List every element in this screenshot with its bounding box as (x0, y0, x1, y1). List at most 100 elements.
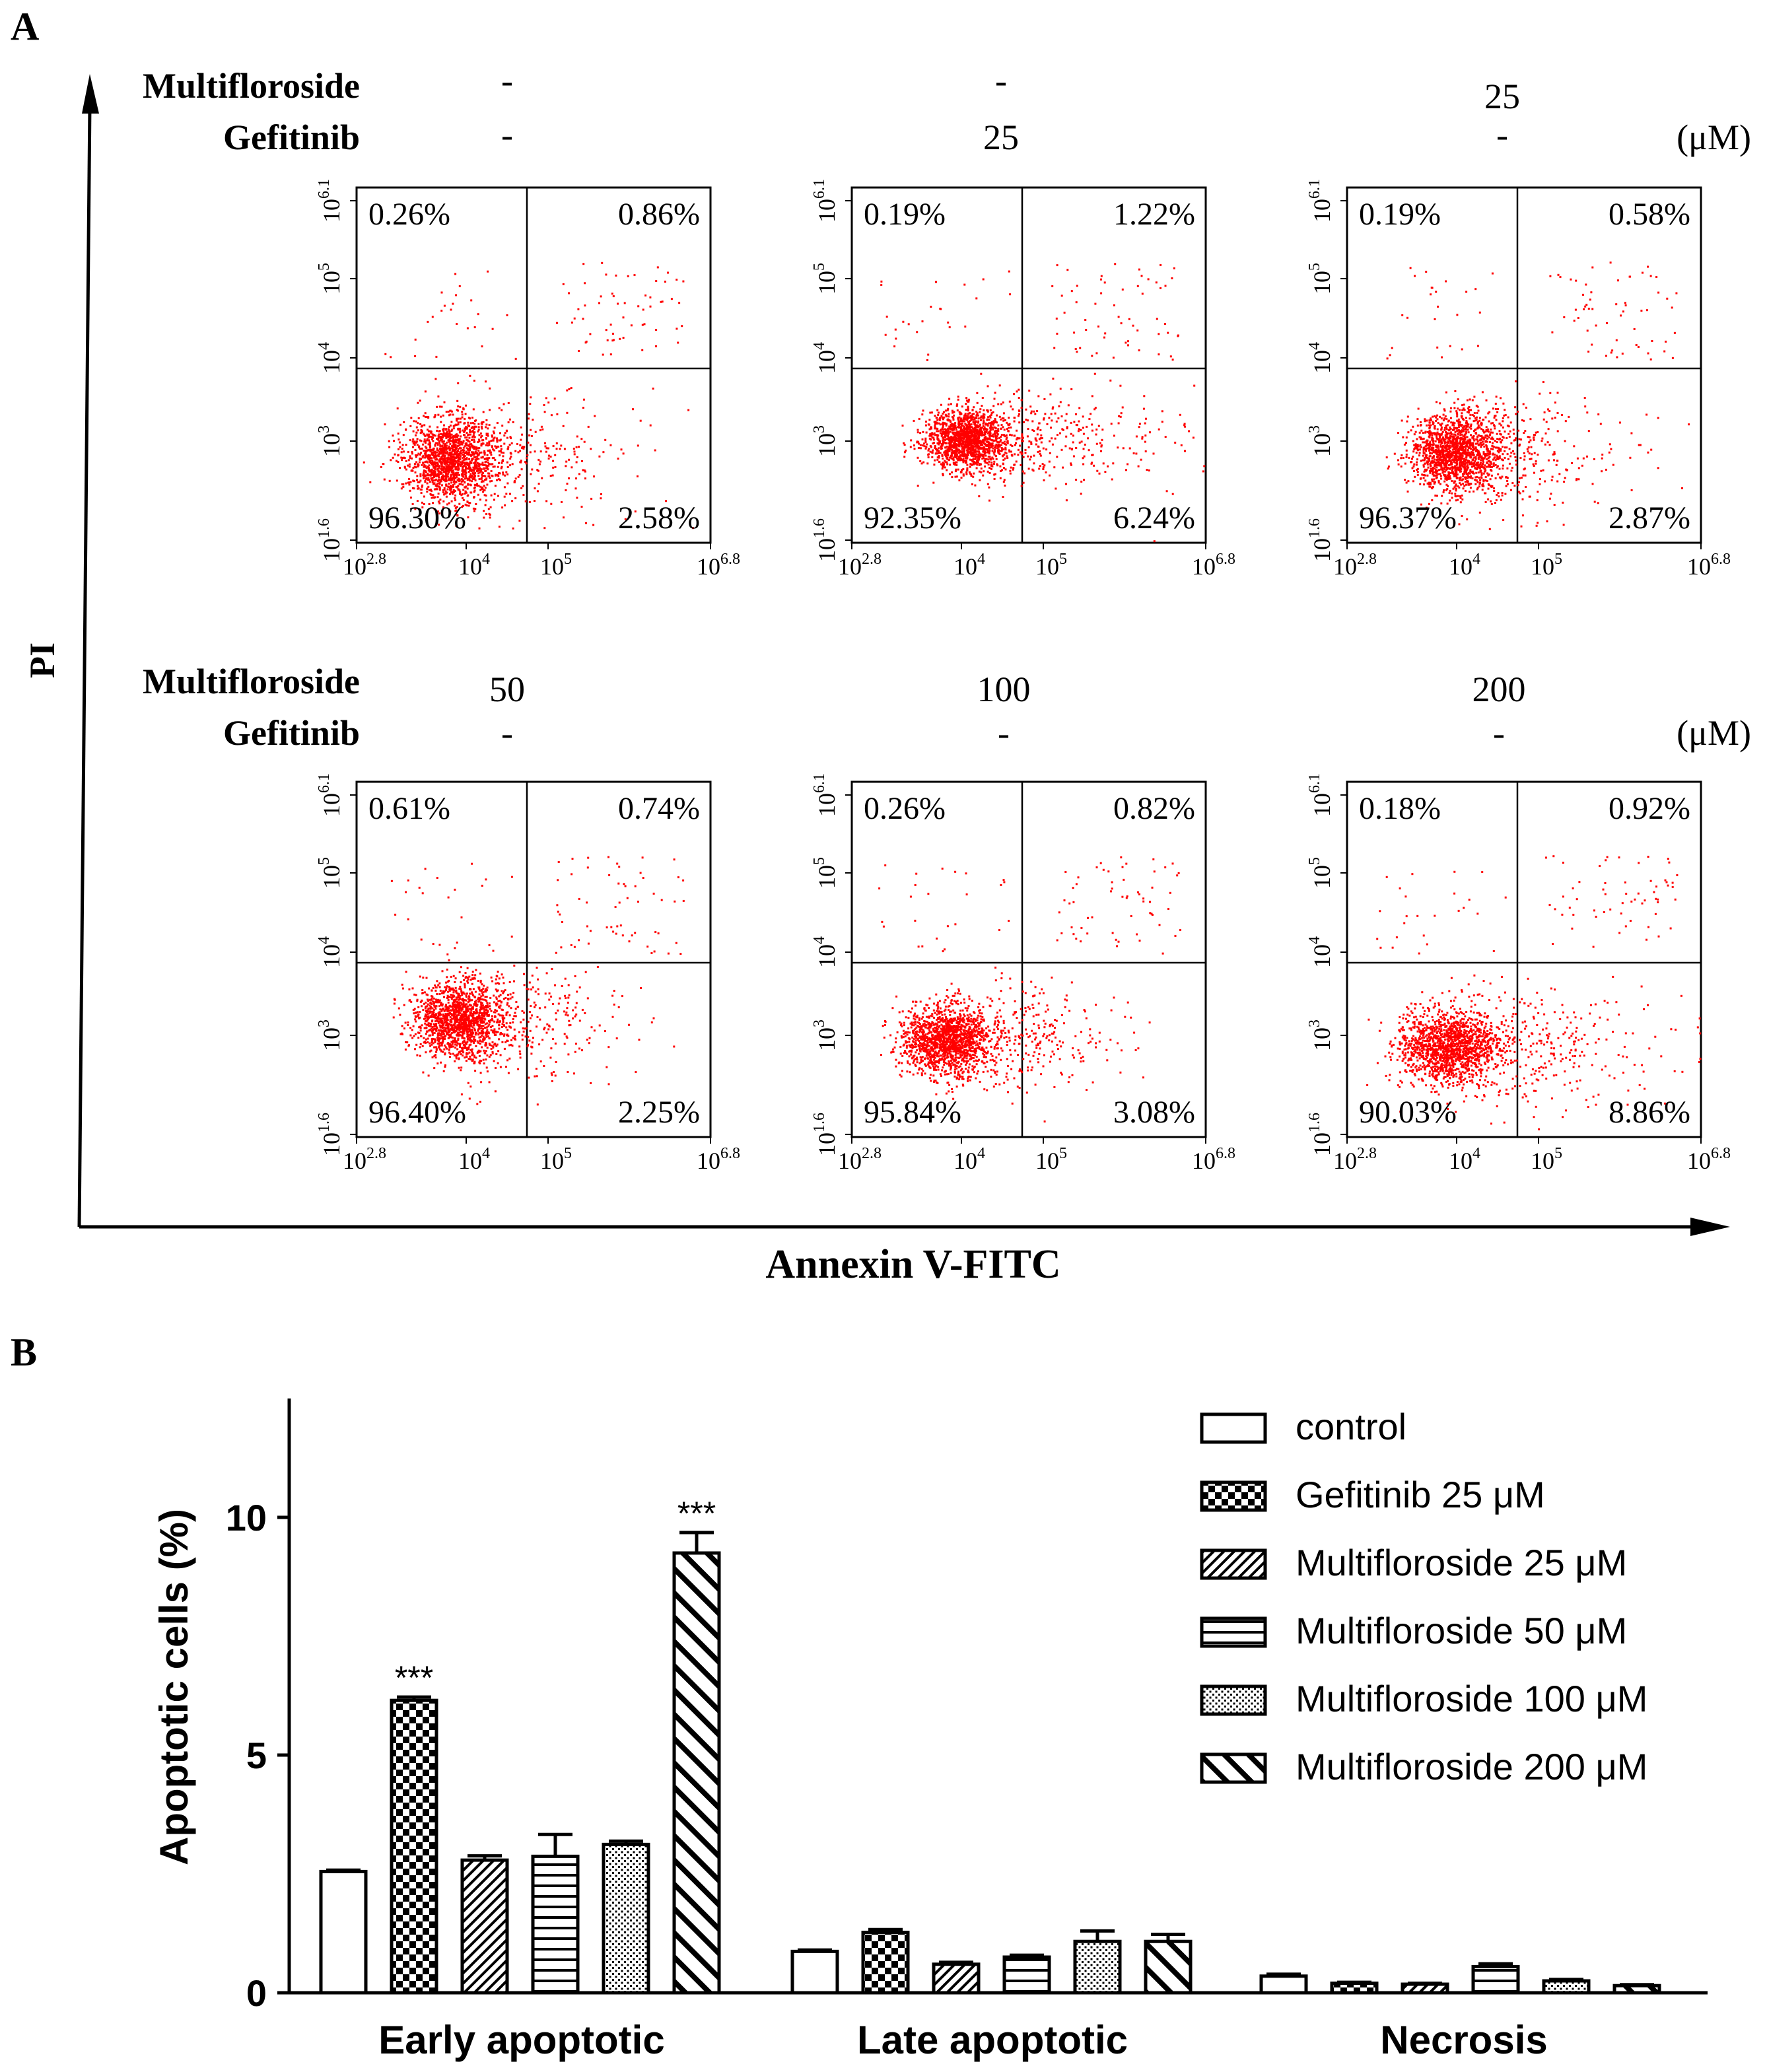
x-tick-label: 105 (1035, 551, 1067, 580)
y-tick-label: 5 (246, 1735, 267, 1776)
quadrant-percent: 0.19% (1359, 197, 1441, 232)
legend-swatch (1200, 1752, 1267, 1784)
bar (531, 1854, 580, 1995)
x-tick-label: 106.8 (697, 1145, 740, 1174)
quadrant-percent: 0.18% (1359, 791, 1441, 826)
y-tick-label: 106.1 (811, 179, 840, 223)
bar (390, 1698, 438, 1995)
quadrant-percent: 96.30% (368, 501, 466, 535)
y-tick-label: 103 (316, 425, 345, 457)
quadrant-percent: 0.58% (1609, 197, 1690, 232)
flow-plot: 0.19% 0.58% 96.37% 2.87% 102.8 104 105 106.8 101… (1306, 179, 1731, 580)
legend-swatch (1200, 1412, 1267, 1444)
bar (1330, 1982, 1379, 1995)
plot2-gefitinib-dose: 25 (983, 118, 1019, 157)
y-tick-label: 106.1 (1306, 773, 1335, 817)
y-tick-label: 104 (811, 936, 840, 968)
quadrant-percent: 8.86% (1609, 1095, 1690, 1130)
bar (672, 1551, 721, 1995)
bar (319, 1869, 368, 1995)
y-tick-label: 106.1 (1306, 179, 1335, 223)
legend-label: Multifloroside 100 μM (1296, 1678, 1647, 1719)
category-label: Early apoptotic (378, 2018, 664, 2062)
bar-legend: control Gefitinib 25 μM Multifloroside 25 … (1200, 1406, 1647, 1787)
quadrant-percent: 2.87% (1609, 501, 1690, 535)
y-tick-label: 103 (811, 425, 840, 457)
x-tick-label: 105 (1531, 551, 1562, 580)
legend-swatch (1200, 1684, 1267, 1716)
y-tick-label: 104 (316, 936, 345, 968)
scatter-cloud (390, 856, 685, 1106)
scatter-cloud (880, 263, 1206, 543)
quadrant-percent: 6.24% (1113, 501, 1195, 535)
plot4-multifloroside-dose: 50 (489, 670, 525, 709)
x-tick-label: 102.8 (1333, 551, 1377, 580)
x-tick-label: 106.8 (1687, 1145, 1731, 1174)
x-tick-label: 106.8 (1192, 1145, 1235, 1174)
significance-label: *** (677, 1495, 716, 1532)
legend-swatch (1200, 1480, 1267, 1512)
x-tick-label: 102.8 (1333, 1145, 1377, 1174)
y-tick-label: 104 (811, 342, 840, 374)
bar (602, 1842, 650, 1995)
legend-swatch (1200, 1616, 1267, 1648)
y-tick-label: 103 (811, 1019, 840, 1051)
plot1-gefitinib-dose: - (501, 115, 513, 155)
x-tick-label: 102.8 (343, 1145, 386, 1174)
plot-frame (1346, 780, 1702, 1138)
quadrant-percent: 0.26% (864, 791, 946, 826)
row1-unit-label: (μM) (1677, 118, 1751, 157)
panel-b-label: B (11, 1330, 37, 1374)
x-tick-label: 106.8 (1192, 551, 1235, 580)
panel-a-label: A (11, 5, 39, 48)
x-tick-label: 105 (540, 1145, 572, 1174)
y-tick-label: 105 (316, 263, 345, 294)
legend-label: Multifloroside 50 μM (1296, 1610, 1627, 1651)
annexin-axis-title: Annexin V-FITC (765, 1242, 1060, 1287)
legend-label: Multifloroside 25 μM (1296, 1542, 1627, 1583)
scatter-cloud (878, 856, 1181, 1122)
y-tick-label: 0 (246, 1972, 267, 2014)
panel-a-big-axes (77, 74, 1730, 1236)
quadrant-percent: 0.86% (618, 197, 700, 232)
bar (932, 1962, 981, 1995)
flow-plot: 0.26% 0.82% 95.84% 3.08% 102.8 104 105 106.8 101… (811, 773, 1235, 1174)
y-tick-label: 103 (1306, 1019, 1335, 1051)
y-tick-label: 105 (811, 263, 840, 294)
y-tick-label: 101.6 (316, 1113, 345, 1156)
bar (1471, 1964, 1520, 1995)
plot5-multifloroside-dose: 100 (977, 670, 1031, 709)
y-tick-label: 101.6 (811, 1113, 840, 1156)
quadrant-percent: 0.82% (1113, 791, 1195, 826)
x-tick-label: 105 (1531, 1145, 1562, 1174)
row1-gefitinib-label: Gefitinib (223, 118, 360, 157)
quadrant-percent: 92.35% (864, 501, 961, 535)
y-tick-label: 104 (1306, 936, 1335, 968)
flow-cytometry-plots: 0.26% 0.86% 96.30% 2.58% 102.8 104 105 106.8 101… (316, 179, 1731, 1174)
y-tick-label: 105 (1306, 263, 1335, 294)
x-tick-label: 104 (458, 1145, 490, 1174)
row1-multifloroside-label: Multifloroside (143, 66, 360, 106)
quadrant-percent: 1.22% (1113, 197, 1195, 232)
quadrant-percent: 96.37% (1359, 501, 1457, 535)
plot2-multifloroside-dose: - (995, 61, 1007, 100)
row2-unit-label: (μM) (1677, 713, 1751, 753)
x-tick-label: 104 (953, 551, 985, 580)
quadrant-percent: 96.40% (368, 1095, 466, 1130)
plot6-gefitinib-dose: - (1493, 713, 1505, 753)
legend-label: control (1296, 1406, 1406, 1447)
x-tick-label: 104 (1449, 1145, 1480, 1174)
y-tick-label: 105 (316, 857, 345, 889)
scatter-cloud (1366, 855, 1702, 1130)
x-tick-label: 102.8 (838, 551, 882, 580)
bar-chart: Apoptotic cells (%) 0 5 10 *** *** Early apo… (152, 1399, 1708, 2062)
plot3-multifloroside-dose: 25 (1484, 77, 1520, 116)
flow-plot: 0.26% 0.86% 96.30% 2.58% 102.8 104 105 106.8 101… (316, 179, 740, 580)
y-tick-label: 104 (316, 342, 345, 374)
x-tick-label: 104 (1449, 551, 1480, 580)
y-tick-label: 10 (226, 1497, 267, 1538)
scatter-cloud (363, 261, 694, 530)
x-tick-label: 106.8 (697, 551, 740, 580)
